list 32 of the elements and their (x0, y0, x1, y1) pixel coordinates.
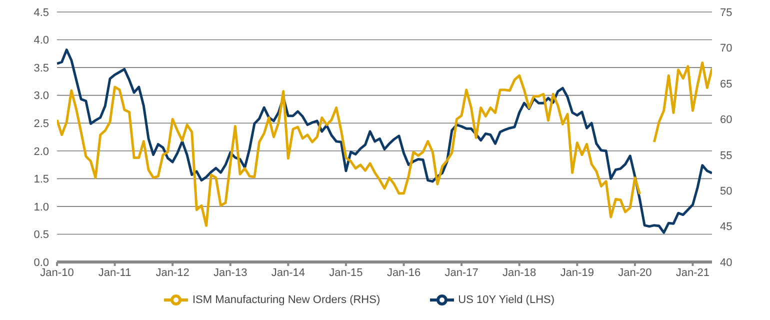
x-tick-label: Jan-21 (676, 266, 710, 279)
y2-tick-label: 55 (720, 150, 732, 162)
x-tick-label: Jan-14 (271, 266, 305, 279)
y-tick-label: 3.0 (34, 90, 49, 102)
x-tick-label: Jan-19 (560, 266, 594, 279)
legend-label: US 10Y Yield (LHS) (458, 294, 555, 306)
x-tick-label: Jan-12 (156, 266, 190, 279)
y-tick-label: 0.0 (34, 256, 49, 269)
x-tick-label: Jan-11 (98, 266, 132, 279)
y2-tick-label: 50 (720, 185, 732, 198)
y-tick-label: 0.5 (34, 229, 49, 242)
y-tick-label: 2.5 (34, 118, 49, 130)
y2-tick-label: 40 (720, 256, 732, 269)
x-tick-label: Jan-15 (329, 266, 363, 279)
y-tick-label: 2.0 (34, 146, 49, 158)
y2-tick-label: 45 (720, 221, 732, 234)
x-tick-label: Jan-10 (40, 266, 74, 279)
legend-label: ISM Manufacturing New Orders (RHS) (192, 294, 380, 306)
x-tick-label: Jan-13 (214, 266, 248, 279)
y2-tick-label: 75 (720, 6, 732, 19)
x-tick-label: Jan-17 (444, 266, 478, 279)
x-tick-label: Jan-16 (386, 266, 421, 279)
y2-tick-label: 60 (720, 114, 732, 126)
y-tick-label: 1.5 (34, 174, 49, 186)
y-tick-label: 4.0 (34, 34, 49, 47)
x-tick-label: Jan-18 (502, 266, 536, 279)
y-tick-label: 3.5 (34, 62, 49, 74)
y-tick-label: 1.0 (34, 201, 49, 214)
y2-tick-label: 70 (720, 42, 732, 55)
y-tick-label: 4.5 (34, 6, 49, 19)
x-tick-label: Jan-20 (618, 266, 652, 279)
y2-tick-label: 65 (720, 78, 732, 90)
